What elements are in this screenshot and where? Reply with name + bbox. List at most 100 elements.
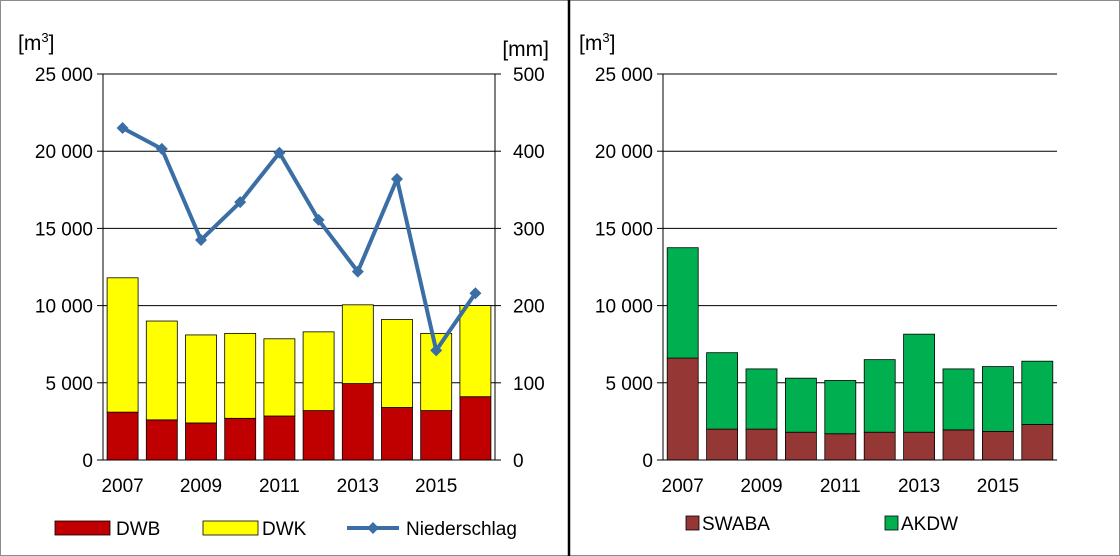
bar-akdw-2013	[903, 333, 935, 433]
left-bars	[106, 277, 492, 461]
y-tick-label: 25 000	[35, 65, 93, 86]
bar-swaba-2011	[824, 433, 857, 461]
precipitation-point-2012	[312, 213, 325, 226]
y2-tick-label: 0	[513, 451, 524, 472]
x-tick-label: 2009	[740, 476, 782, 497]
bar-swaba-2007	[666, 357, 699, 461]
legend-swatch-dwb	[54, 520, 111, 536]
y2-tick-label: 200	[513, 297, 545, 318]
legend-label-niederschlag: Niederschlag	[406, 519, 517, 540]
legend-label-dwb: DWB	[116, 519, 160, 540]
bar-dwk-2013	[341, 304, 374, 384]
x-tick-label: 2011	[259, 476, 300, 497]
bar-akdw-2015	[982, 366, 1014, 432]
legend-marker-niederschlag	[367, 522, 379, 534]
bar-akdw-2014	[942, 368, 975, 431]
bar-dwb-2007	[106, 411, 139, 461]
y-tick-label: 20 000	[595, 142, 653, 163]
bar-dwb-2012	[302, 410, 335, 461]
precipitation-line	[121, 126, 478, 353]
left-y2-tick-labels: 0 100 200 300 400 500	[513, 65, 545, 472]
bar-akdw-2008	[706, 352, 738, 430]
precipitation-point-2013	[351, 265, 364, 278]
bar-dwb-2016	[459, 396, 492, 461]
bar-dwb-2013	[341, 383, 374, 461]
legend-swatch-swaba	[685, 515, 700, 531]
y-tick-label: 5 000	[605, 374, 653, 395]
y-tick-label: 10 000	[35, 297, 93, 318]
y-tick-label: 0	[82, 451, 93, 472]
y-tick-label: 20 000	[35, 142, 93, 163]
y-tick-label: 15 000	[595, 219, 653, 240]
legend-swatch-akdw	[884, 515, 899, 531]
left-y-unit-label: [m3]	[18, 30, 54, 55]
y-tick-label: 0	[642, 451, 653, 472]
bar-dwb-2015	[420, 410, 453, 461]
legend-swatch-dwk	[202, 520, 259, 536]
precipitation-point-2008	[155, 142, 168, 155]
left-precipitation-line	[116, 122, 482, 357]
left-legend: DWB DWK Niederschlag	[54, 519, 517, 540]
bar-swaba-2010	[785, 431, 817, 461]
precipitation-point-2007	[116, 122, 129, 135]
bar-akdw-2011	[824, 380, 857, 435]
bar-swaba-2015	[982, 431, 1014, 461]
y2-tick-label: 300	[513, 219, 545, 240]
precipitation-point-2015	[430, 344, 443, 357]
bar-akdw-2009	[745, 368, 778, 430]
y-tick-label: 25 000	[595, 65, 653, 86]
bar-swaba-2013	[903, 431, 935, 461]
bar-dwb-2009	[185, 422, 217, 461]
right-x-tick-labels: 2007 2009 2011 2013 2015	[662, 476, 1019, 497]
bar-akdw-2016	[1021, 360, 1054, 425]
precipitation-point-2010	[234, 196, 247, 209]
legend-label-swaba: SWABA	[702, 514, 770, 535]
right-bars	[666, 247, 1054, 461]
right-y-unit-label: [m3]	[579, 30, 615, 55]
bar-dwk-2012	[302, 331, 335, 411]
y2-tick-label: 400	[513, 142, 545, 163]
bar-akdw-2007	[666, 247, 699, 359]
bar-akdw-2012	[863, 359, 896, 433]
y-tick-label: 5 000	[45, 374, 93, 395]
left-y2-unit-label: [mm]	[502, 38, 549, 61]
y-tick-label: 15 000	[35, 219, 93, 240]
precipitation-point-2011	[273, 146, 286, 159]
bar-swaba-2016	[1021, 424, 1054, 461]
bar-dwk-2016	[459, 305, 492, 398]
bar-akdw-2010	[785, 377, 817, 433]
x-tick-label: 2011	[820, 476, 861, 497]
bar-dwb-2011	[263, 415, 296, 461]
x-tick-label: 2009	[180, 476, 222, 497]
x-tick-label: 2007	[101, 476, 143, 497]
precipitation-point-2009	[195, 233, 207, 246]
bar-swaba-2008	[706, 428, 738, 461]
y2-tick-label: 100	[513, 374, 545, 395]
precipitation-point-2016	[469, 287, 482, 300]
bar-dwb-2014	[381, 407, 413, 461]
bar-dwb-2008	[145, 419, 178, 461]
left-y-tick-labels: 0 5 000 10 000 15 000 20 000 25 000	[35, 65, 93, 472]
bar-dwk-2014	[381, 319, 413, 408]
x-tick-label: 2007	[662, 476, 704, 497]
left-x-tick-labels: 2007 2009 2011 2013 2015	[101, 476, 457, 497]
bar-dwk-2007	[106, 277, 139, 413]
right-legend: SWABA AKDW	[685, 514, 958, 535]
right-gridlines	[663, 73, 1057, 384]
bar-dwk-2011	[263, 338, 296, 417]
bar-dwk-2010	[224, 332, 257, 419]
legend-label-akdw: AKDW	[901, 514, 958, 535]
bar-swaba-2012	[863, 431, 896, 461]
left-chart-panel: 0 5 000 10 000 15 000 20 000 25 000 0 100 200 30…	[18, 30, 549, 540]
right-y-tick-labels: 0 5 000 10 000 15 000 20 000 25 000	[595, 65, 653, 472]
bar-swaba-2014	[942, 429, 975, 461]
x-tick-label: 2013	[898, 476, 940, 497]
bar-swaba-2009	[745, 428, 778, 461]
bar-dwb-2010	[224, 417, 257, 461]
y2-tick-label: 500	[513, 65, 545, 86]
x-tick-label: 2015	[415, 476, 457, 497]
precipitation-point-2014	[391, 172, 403, 185]
